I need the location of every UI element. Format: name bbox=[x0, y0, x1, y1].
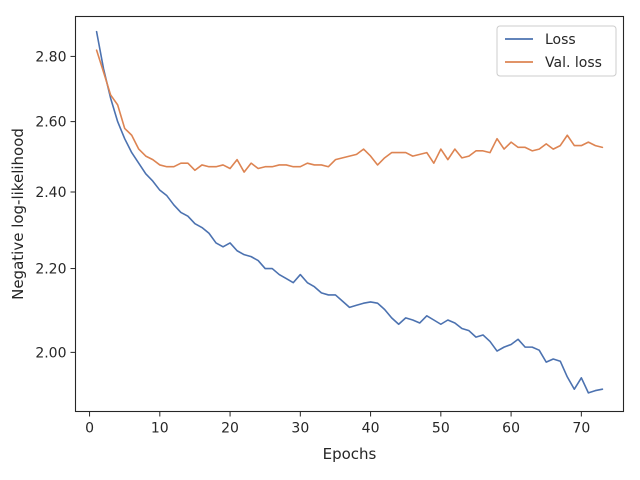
legend-label: Loss bbox=[545, 32, 576, 48]
y-tick-label: 2.20 bbox=[35, 262, 66, 278]
x-tick-label: 60 bbox=[502, 421, 520, 437]
x-tick-label: 0 bbox=[85, 421, 94, 437]
legend: Loss Val. loss bbox=[496, 25, 617, 77]
y-tick-label: 2.40 bbox=[35, 185, 66, 201]
series-line-1 bbox=[95, 30, 604, 394]
x-tick-label: 20 bbox=[221, 421, 239, 437]
x-axis-label: Epochs bbox=[323, 445, 377, 463]
legend-label: Val. loss bbox=[545, 55, 602, 71]
x-tick-label: 10 bbox=[151, 421, 169, 437]
x-tick-label: 50 bbox=[432, 421, 450, 437]
y-tick-label: 2.80 bbox=[35, 49, 66, 65]
x-axis-ticks: 0 10 20 30 40 50 60 70 bbox=[85, 411, 590, 437]
plot-lines bbox=[95, 30, 604, 394]
plot-frame bbox=[74, 15, 625, 413]
x-tick-label: 40 bbox=[362, 421, 380, 437]
series-line-2 bbox=[95, 49, 604, 173]
y-tick-label: 2.60 bbox=[35, 115, 66, 131]
y-axis-ticks: 2.00 2.20 2.40 2.60 2.80 bbox=[35, 49, 76, 361]
x-tick-label: 30 bbox=[291, 421, 309, 437]
y-tick-label: 2.00 bbox=[35, 345, 66, 361]
x-tick-label: 70 bbox=[572, 421, 590, 437]
y-axis-label: Negative log-likelihood bbox=[9, 128, 27, 300]
